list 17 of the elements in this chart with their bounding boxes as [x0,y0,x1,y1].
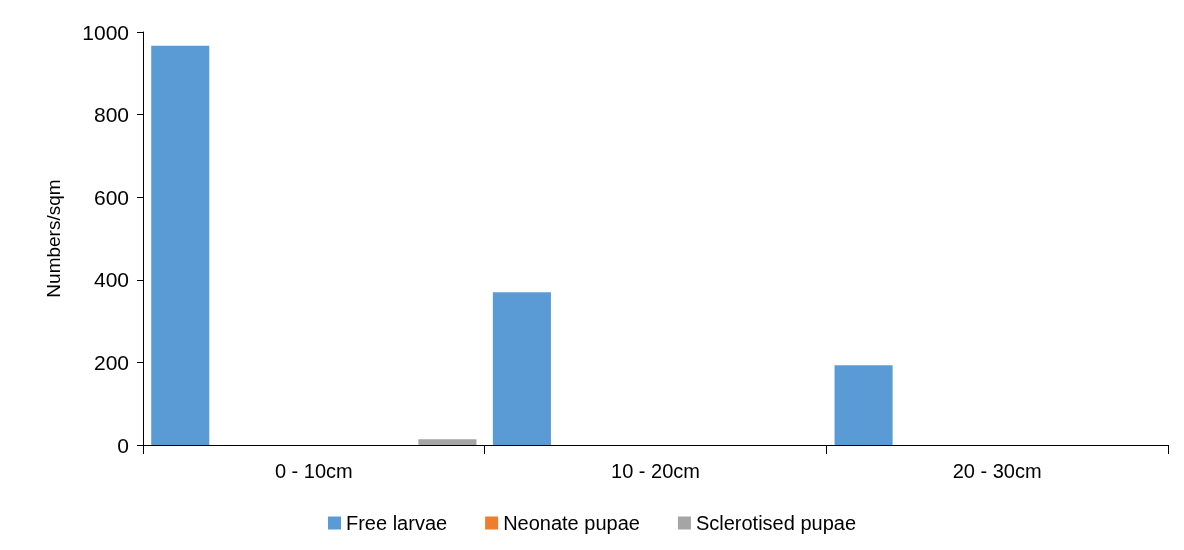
bar [418,439,477,445]
bar [492,292,551,445]
x-tick-label: 0 - 10cm [274,460,353,482]
x-tick-label: 10 - 20cm [611,460,700,482]
legend-label: Free larvae [345,512,448,534]
bar [834,365,893,445]
y-axis-title: Numbers/sqm [43,179,64,298]
x-tick-label: 20 - 30cm [952,460,1042,482]
legend-label: Sclerotised pupae [695,512,857,534]
y-tick-label: 400 [93,268,129,292]
y-tick-label: 0 [117,433,129,457]
legend-label: Neonate pupae [503,512,640,534]
y-tick-label: 200 [93,350,129,374]
y-tick-label: 800 [93,103,129,127]
y-tick-label: 1000 [82,20,129,44]
y-tick-label: 600 [93,185,129,209]
bar [151,45,210,445]
